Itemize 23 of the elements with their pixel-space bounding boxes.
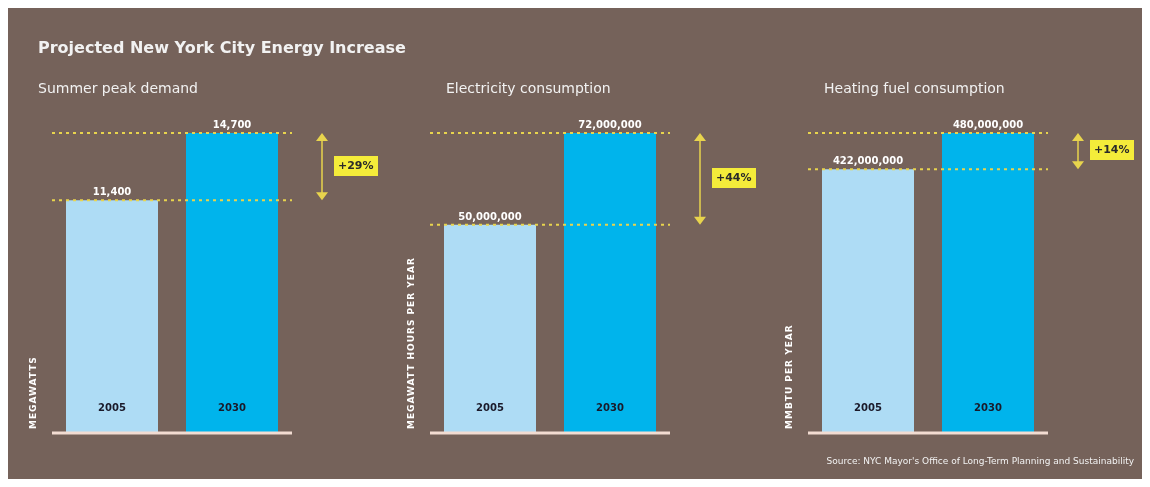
data-label: 50,000,000 <box>458 210 522 222</box>
y-axis-title: MEGAWATTS <box>28 356 38 429</box>
chart-subtitle: Heating fuel consumption <box>824 80 1005 96</box>
y-axis-title: MEGAWATT HOURS PER YEAR <box>406 257 416 429</box>
data-label: 72,000,000 <box>578 119 642 130</box>
x-tick-label: 2030 <box>218 402 246 413</box>
y-axis-title: MMBTU PER YEAR <box>784 324 794 429</box>
data-label: 480,000,000 <box>952 119 1024 130</box>
x-tick-label: 2005 <box>854 402 882 413</box>
text: +14% <box>1090 140 1134 161</box>
x-tick-label: 2030 <box>974 402 1002 413</box>
data-label: 14,700 <box>212 119 252 130</box>
x-tick-label: 2005 <box>98 402 126 413</box>
x-tick-label: 2005 <box>476 402 504 413</box>
data-label: 422,000,000 <box>832 155 904 167</box>
chart-title: Projected New York City Energy Increase <box>38 38 406 57</box>
chart-subtitle: Summer peak demand <box>38 80 198 96</box>
text: +44% <box>712 167 756 188</box>
chart-subtitle: Electricity consumption <box>446 80 611 96</box>
source-note: Source: NYC Mayor's Office of Long-Term Planning and Sustainability <box>826 456 1134 466</box>
data-label: 11,400 <box>92 186 132 198</box>
text: +29% <box>334 155 378 176</box>
x-tick-label: 2030 <box>596 402 624 413</box>
